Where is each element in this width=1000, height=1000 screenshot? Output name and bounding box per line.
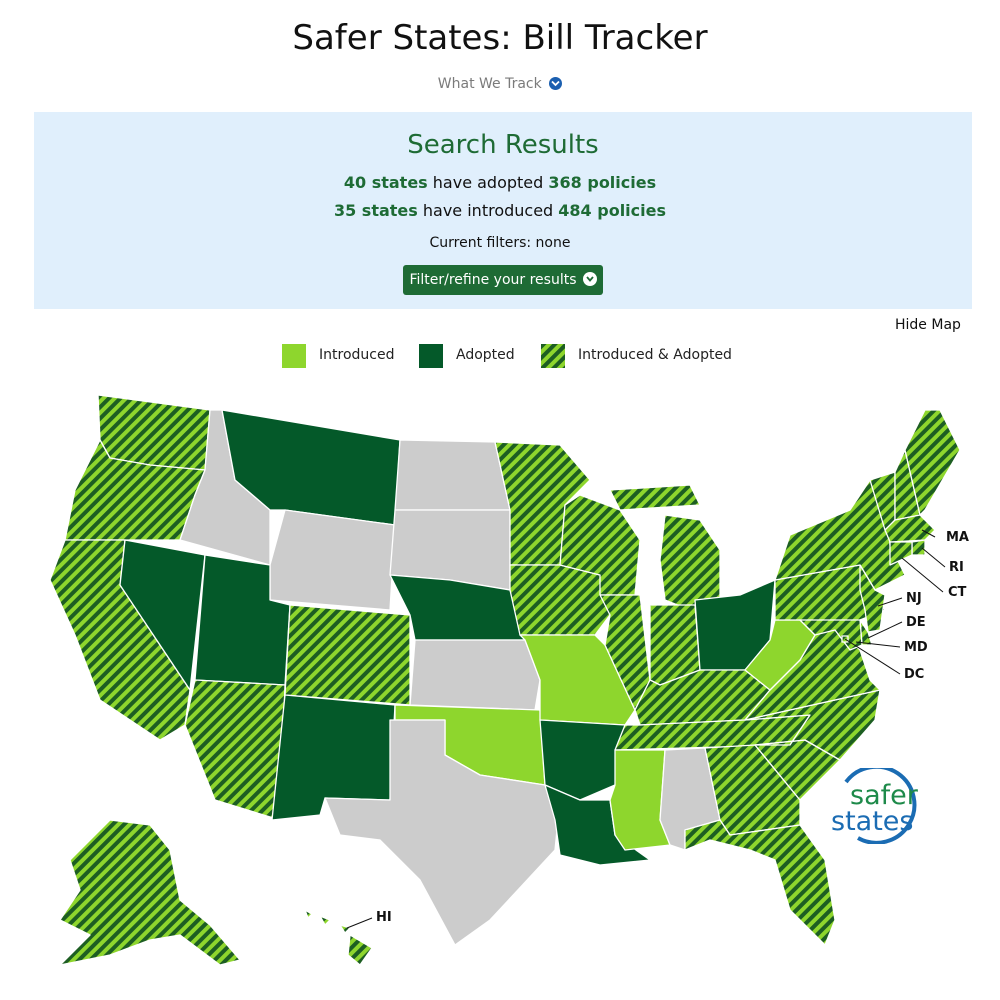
state-label-ri: RI xyxy=(949,560,964,575)
legend-swatch-both xyxy=(541,344,565,368)
filter-refine-button[interactable]: Filter/refine your results xyxy=(403,265,603,295)
introduced-policies-count: 484 policies xyxy=(558,201,667,220)
callout-line-ma xyxy=(921,529,936,538)
state-ct[interactable] xyxy=(889,541,913,566)
results-heading: Search Results xyxy=(407,130,599,160)
state-hi[interactable] xyxy=(304,909,373,966)
state-label-md: MD xyxy=(904,640,928,655)
callout-line-dc xyxy=(844,638,901,675)
logo-text-safer: safer xyxy=(850,780,918,811)
legend-swatch-introduced xyxy=(282,344,306,368)
state-label-ma: MA xyxy=(946,530,969,545)
state-az[interactable] xyxy=(184,679,286,821)
callout-line-de xyxy=(867,621,903,639)
adopted-summary: 40 states have adopted 368 policies xyxy=(0,173,1000,192)
page-title: Safer States: Bill Tracker xyxy=(292,18,708,58)
state-ks[interactable] xyxy=(409,639,541,711)
state-label-de: DE xyxy=(906,615,926,630)
adopted-states-count: 40 states xyxy=(343,173,428,192)
callout-line-md xyxy=(855,641,901,648)
chevron-down-icon xyxy=(549,77,563,90)
state-label-dc: DC xyxy=(904,667,924,682)
state-tx[interactable] xyxy=(324,719,561,946)
legend-label-introduced: Introduced xyxy=(319,347,395,363)
state-ia[interactable] xyxy=(509,564,611,636)
legend-swatch-adopted xyxy=(419,344,443,368)
state-ar[interactable] xyxy=(539,719,626,801)
state-label-nj: NJ xyxy=(906,591,922,606)
introduced-summary: 35 states have introduced 484 policies xyxy=(0,201,1000,220)
state-co[interactable] xyxy=(284,604,411,706)
state-ri[interactable] xyxy=(911,539,926,556)
state-label-ct: CT xyxy=(948,585,967,600)
state-label-hi: HI xyxy=(376,910,392,925)
callout-line-ri xyxy=(921,547,946,568)
callout-line-hi xyxy=(346,917,373,929)
filter-refine-label: Filter/refine your results xyxy=(409,272,577,288)
state-fl[interactable] xyxy=(684,819,836,946)
introduced-summary-text: have introduced xyxy=(417,201,559,220)
callout-line-nj xyxy=(877,597,903,607)
state-nd[interactable] xyxy=(394,439,511,511)
logo-ring xyxy=(844,768,917,844)
hide-map-link[interactable]: Hide Map xyxy=(895,317,961,333)
what-we-track-label: What We Track xyxy=(437,76,542,92)
introduced-states-count: 35 states xyxy=(333,201,418,220)
adopted-policies-count: 368 policies xyxy=(548,173,657,192)
current-filters: Current filters: none xyxy=(429,235,571,251)
legend-label-adopted: Adopted xyxy=(456,347,515,363)
logo-text-states: states xyxy=(831,806,914,837)
state-wy[interactable] xyxy=(269,509,396,611)
safer-states-logo: safer states xyxy=(828,768,932,844)
state-nv[interactable] xyxy=(119,539,206,691)
chevron-down-icon xyxy=(582,272,597,286)
callout-line-ct xyxy=(901,557,944,593)
state-nj[interactable] xyxy=(859,564,886,633)
us-map: MA RI CT NJ DE MD DC HI xyxy=(49,394,969,966)
legend-label-both: Introduced & Adopted xyxy=(578,347,732,363)
what-we-track-toggle[interactable]: What We Track xyxy=(0,76,1000,92)
adopted-summary-text: have adopted xyxy=(427,173,549,192)
state-nc[interactable] xyxy=(744,689,881,761)
state-ak[interactable] xyxy=(59,819,241,966)
